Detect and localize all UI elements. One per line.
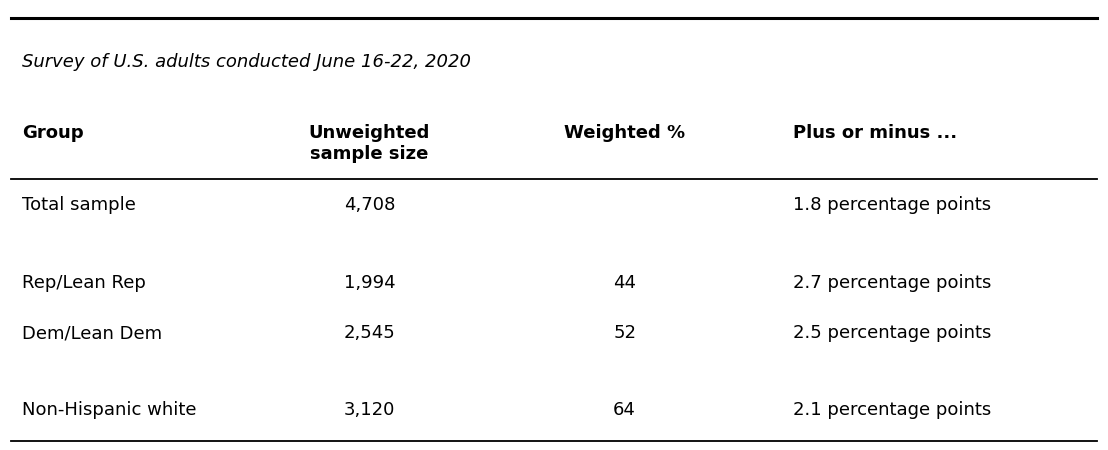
- Text: 2.7 percentage points: 2.7 percentage points: [793, 274, 992, 292]
- Text: 44: 44: [613, 274, 636, 292]
- Text: 64: 64: [613, 401, 636, 419]
- Text: 2.5 percentage points: 2.5 percentage points: [793, 324, 992, 342]
- Text: Total sample: Total sample: [22, 196, 136, 214]
- Text: 2,545: 2,545: [343, 324, 396, 342]
- Text: 52: 52: [613, 324, 636, 342]
- Text: 2.1 percentage points: 2.1 percentage points: [793, 401, 992, 419]
- Text: Non-Hispanic white: Non-Hispanic white: [22, 401, 196, 419]
- Text: Weighted %: Weighted %: [564, 124, 685, 142]
- Text: 1.8 percentage points: 1.8 percentage points: [793, 196, 991, 214]
- Text: Plus or minus ...: Plus or minus ...: [793, 124, 957, 142]
- Text: Unweighted
sample size: Unweighted sample size: [309, 124, 430, 163]
- Text: 3,120: 3,120: [343, 401, 396, 419]
- Text: Rep/Lean Rep: Rep/Lean Rep: [22, 274, 146, 292]
- Text: 1,994: 1,994: [343, 274, 396, 292]
- Text: Dem/Lean Dem: Dem/Lean Dem: [22, 324, 162, 342]
- Text: 4,708: 4,708: [343, 196, 396, 214]
- Text: Survey of U.S. adults conducted June 16-22, 2020: Survey of U.S. adults conducted June 16-…: [22, 53, 471, 71]
- Text: Group: Group: [22, 124, 83, 142]
